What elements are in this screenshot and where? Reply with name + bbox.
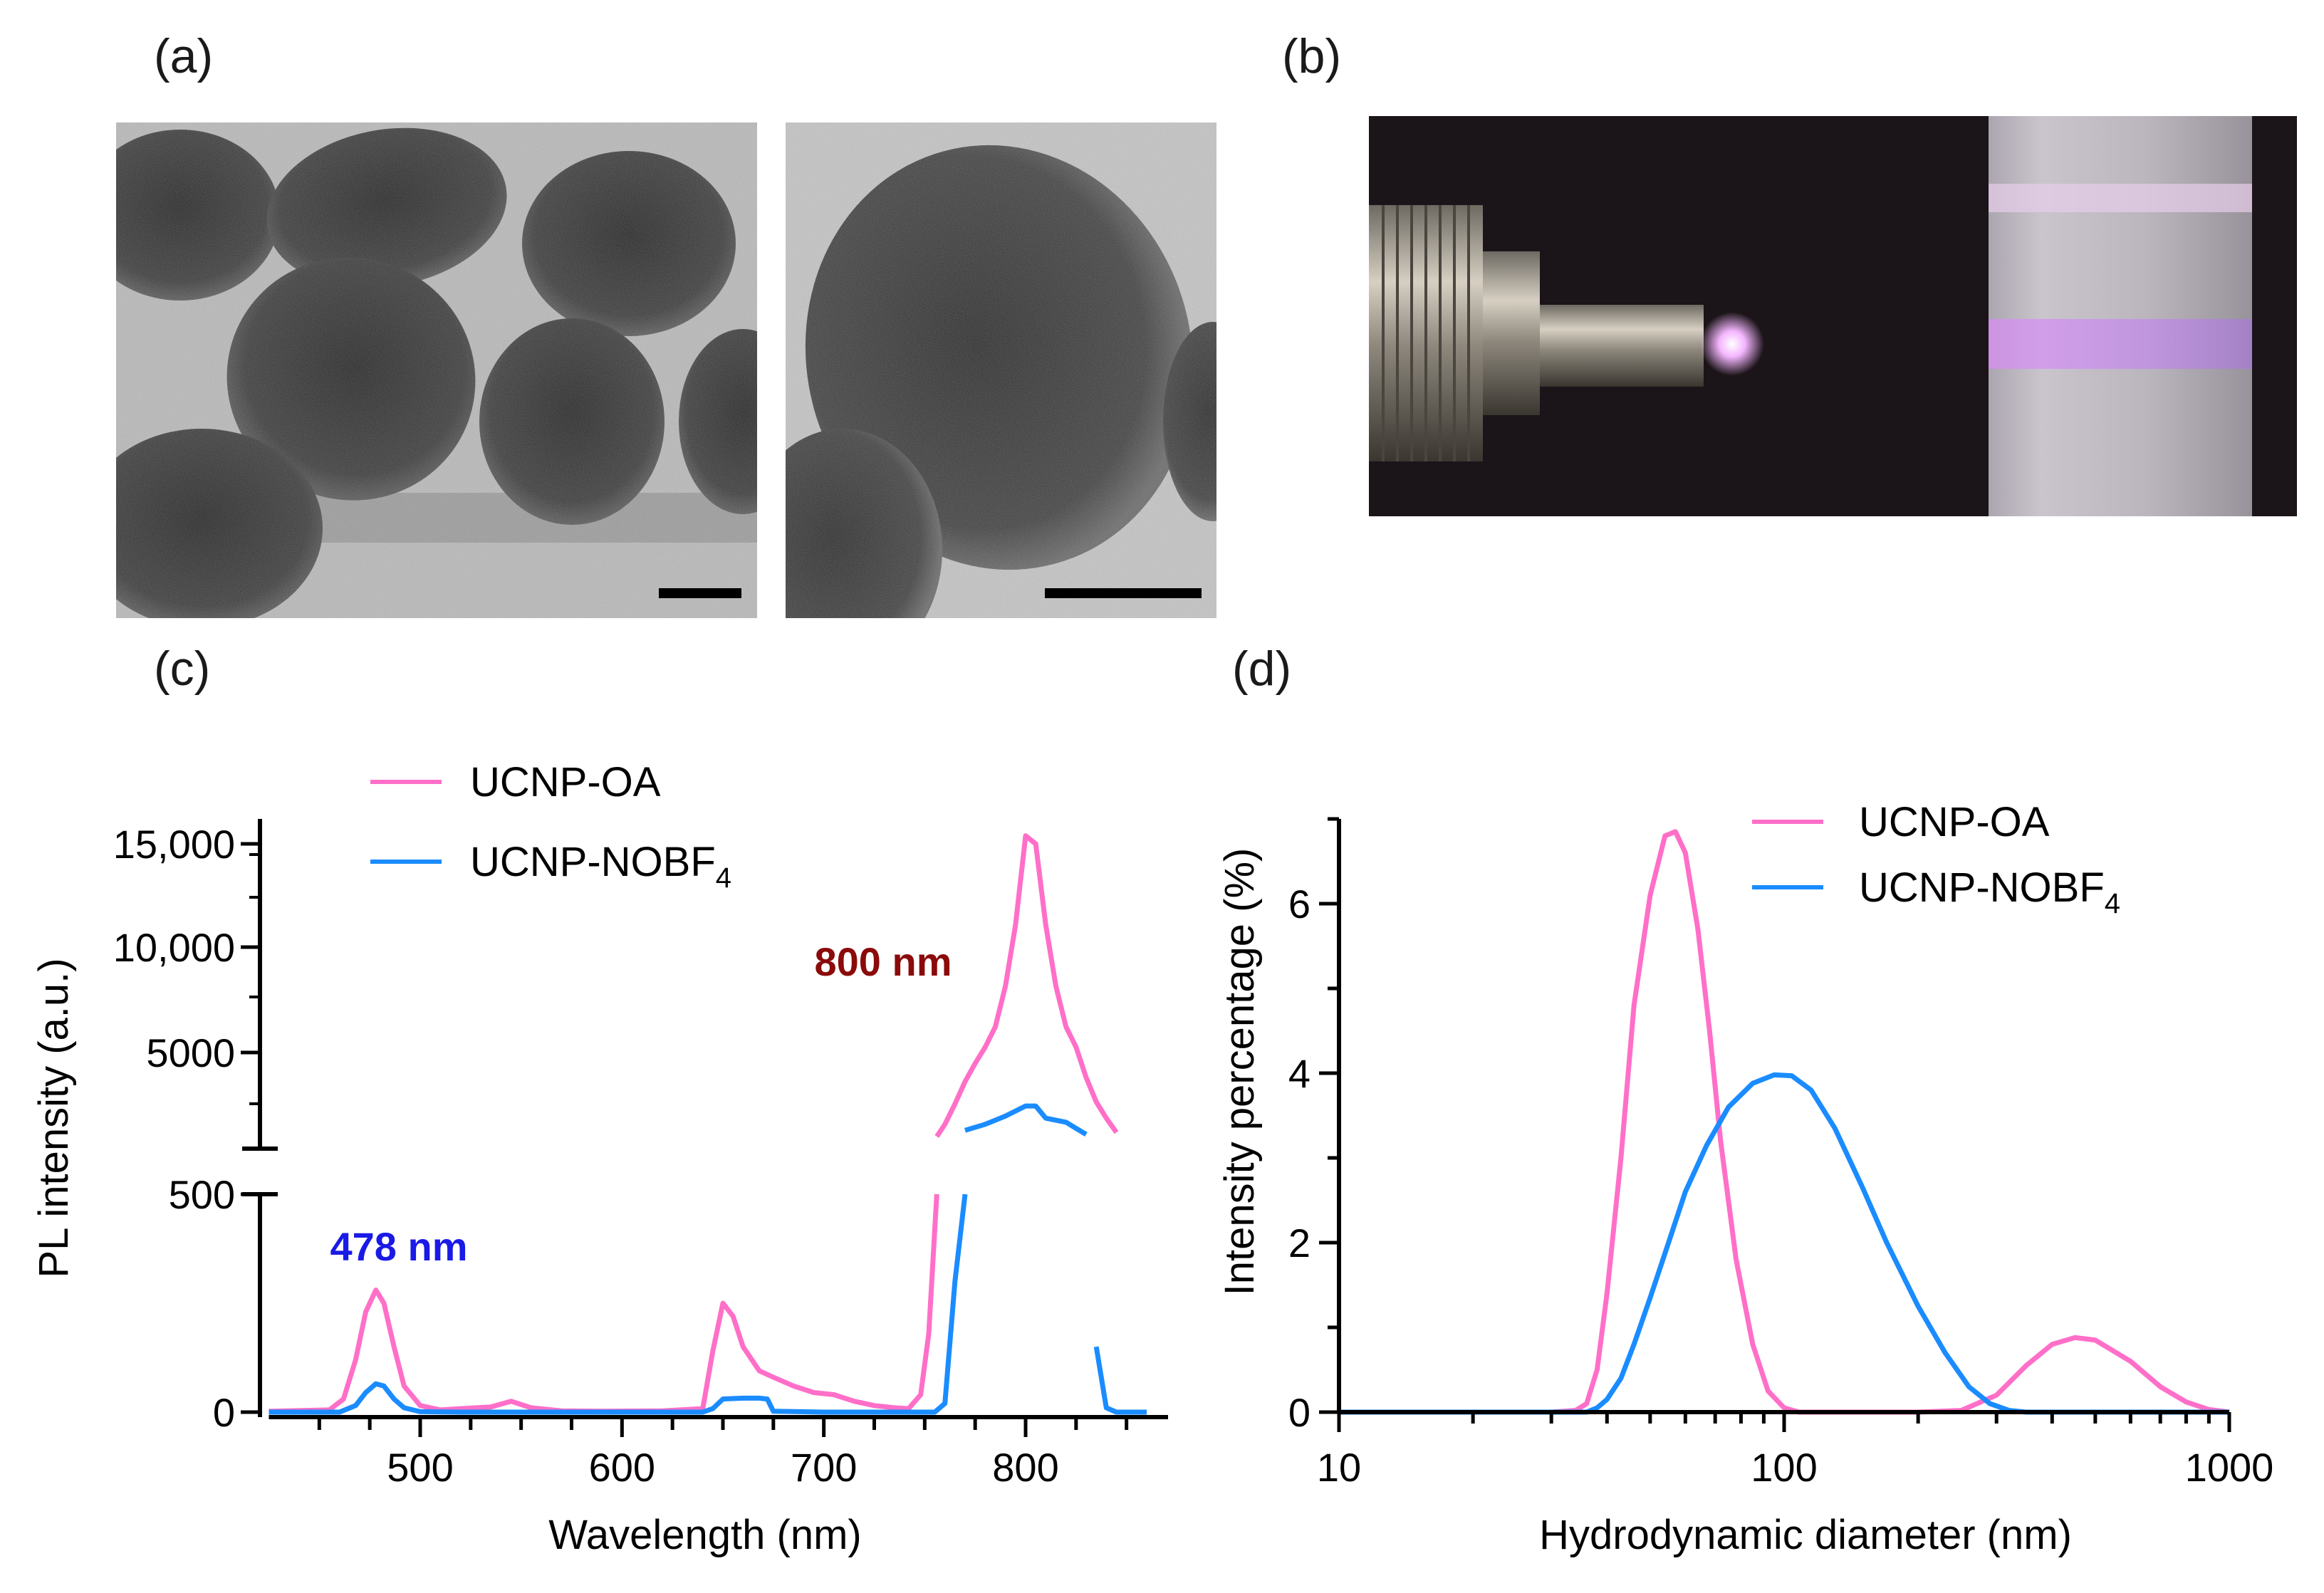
y-tick-label-c: 15,000: [113, 822, 235, 867]
x-tick-label-d: 100: [1751, 1445, 1817, 1490]
y-tick-label-d: 6: [1288, 882, 1310, 926]
x-tick-label-d: 1000: [2185, 1445, 2274, 1490]
tem-image-left: [116, 122, 757, 618]
legend-label-nobf4-d: UCNP-NOBF4: [1859, 865, 2120, 919]
panel-label-b: (b): [1282, 29, 1342, 83]
legend-d: UCNP-OA UCNP-NOBF4: [1752, 799, 2120, 919]
y-tick-label-c: 10,000: [113, 925, 235, 970]
series-line-ucnp-nobf4-seg2: [964, 1103, 1088, 1137]
series-line-ucnp-nobf4-seg0: [269, 1194, 968, 1415]
scale-bar-right: [1045, 588, 1202, 598]
laser-cuvette-photo: [1369, 116, 2297, 516]
legend-label-nobf4-d-main: UCNP-NOBF: [1859, 865, 2105, 911]
y-tick-label-d: 0: [1288, 1390, 1310, 1435]
x-axis-label-c: Wavelength (nm): [548, 1512, 861, 1558]
y-axis-label-c: PL intensity (a.u.): [31, 958, 77, 1278]
legend-label-nobf4-d-sub: 4: [2105, 888, 2120, 919]
x-tick-label-c: 800: [992, 1445, 1058, 1490]
legend-c: UCNP-OA UCNP-NOBF4: [370, 759, 731, 894]
annotation-800nm: 800 nm: [815, 939, 952, 984]
series-line-ucnp-nobf4-seg1: [1093, 1346, 1147, 1415]
x-tick-label-c: 600: [589, 1445, 655, 1490]
panel-label-d: (d): [1232, 642, 1292, 696]
x-tick-label-c: 700: [791, 1445, 857, 1490]
y-tick-label-c: 500: [169, 1172, 235, 1217]
series-line-ucnp-oa-seg2: [934, 833, 1119, 1138]
legend-label-nobf4: UCNP-NOBF4: [470, 839, 731, 894]
y-axis-label-d: Intensity percentage (%): [1216, 848, 1263, 1296]
scale-bar-left: [659, 588, 741, 598]
x-axis-label-d: Hydrodynamic diameter (nm): [1539, 1512, 2072, 1558]
y-tick-label-d: 4: [1288, 1051, 1310, 1096]
legend-label-oa-d: UCNP-OA: [1859, 799, 2050, 845]
tem-image-right: [786, 122, 1216, 618]
legend-label-oa: UCNP-OA: [470, 759, 661, 805]
annotation-478nm: 478 nm: [330, 1224, 468, 1269]
y-tick-label-c: 5000: [146, 1030, 235, 1075]
legend-label-nobf4-sub: 4: [716, 862, 731, 894]
legend-label-nobf4-main: UCNP-NOBF: [470, 839, 716, 885]
y-tick-label-d: 2: [1288, 1221, 1310, 1265]
series-line-d-ucnp-oa: [1339, 829, 2230, 1415]
x-tick-label-d: 10: [1317, 1445, 1361, 1490]
dls-chart: 10 100 1000 0 2 4 6 Hydrodynamic diameter (nm)…: [1216, 799, 2274, 1558]
y-tick-label-c: 0: [213, 1390, 235, 1435]
panel-label-c: (c): [154, 642, 211, 696]
series-line-d-ucnp-nobf4: [1339, 1072, 2229, 1415]
x-tick-label-c: 500: [387, 1445, 453, 1490]
panel-label-a: (a): [154, 29, 214, 83]
